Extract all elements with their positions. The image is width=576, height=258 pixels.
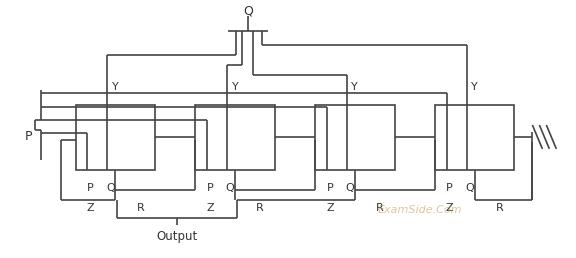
Text: Q: Q xyxy=(106,183,115,193)
Text: Q: Q xyxy=(346,183,354,193)
Text: Y: Y xyxy=(112,82,119,92)
Text: Output: Output xyxy=(157,230,198,243)
Text: Q: Q xyxy=(226,183,234,193)
Text: Z: Z xyxy=(206,203,214,213)
Text: Z: Z xyxy=(86,203,94,213)
Text: Y: Y xyxy=(351,82,358,92)
Text: Y: Y xyxy=(471,82,478,92)
Text: Z: Z xyxy=(446,203,453,213)
Text: P: P xyxy=(327,183,334,193)
Text: ExamSide.Com: ExamSide.Com xyxy=(377,205,462,215)
Text: P: P xyxy=(446,183,453,193)
Text: P: P xyxy=(87,183,94,193)
Text: R: R xyxy=(376,203,384,213)
Text: R: R xyxy=(495,203,503,213)
Text: R: R xyxy=(256,203,264,213)
Text: P: P xyxy=(25,131,32,143)
Text: P: P xyxy=(207,183,214,193)
Bar xyxy=(75,105,156,170)
Bar xyxy=(195,105,275,170)
Text: Y: Y xyxy=(232,82,238,92)
Text: Q: Q xyxy=(243,4,253,17)
Text: R: R xyxy=(137,203,144,213)
Text: Q: Q xyxy=(465,183,474,193)
Text: Z: Z xyxy=(326,203,334,213)
Bar xyxy=(435,105,514,170)
Bar xyxy=(315,105,395,170)
